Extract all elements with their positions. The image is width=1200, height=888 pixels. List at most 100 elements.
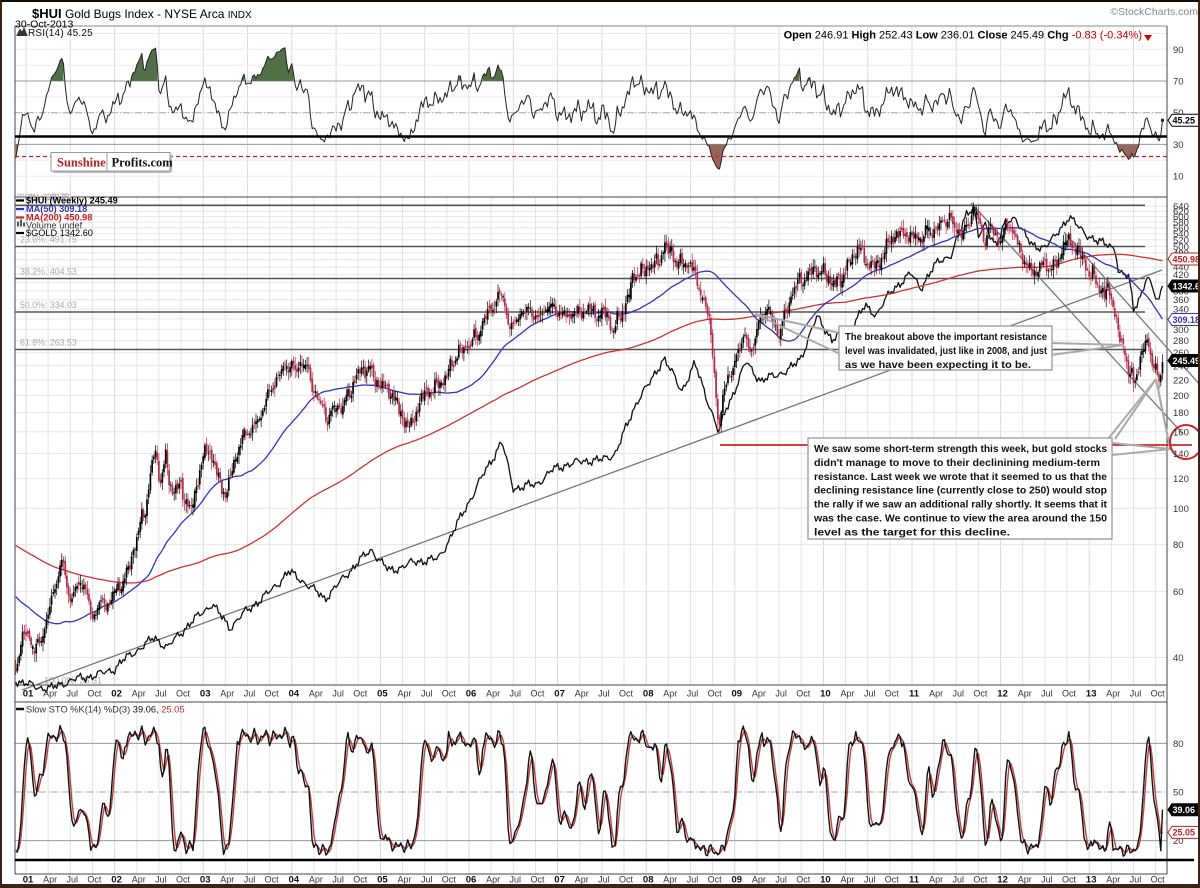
svg-text:Oct: Oct xyxy=(796,875,811,885)
svg-text:23.6%: 491.75: 23.6%: 491.75 xyxy=(20,235,77,245)
svg-text:500: 500 xyxy=(1173,242,1189,253)
svg-text:Jul: Jul xyxy=(244,875,256,885)
svg-text:220: 220 xyxy=(1173,375,1189,386)
svg-text:Oct: Oct xyxy=(973,875,988,885)
svg-text:Oct: Oct xyxy=(708,689,723,699)
svg-text:Volume undef: Volume undef xyxy=(26,221,83,231)
svg-text:Oct: Oct xyxy=(353,875,368,885)
svg-text:Oct: Oct xyxy=(265,689,280,699)
svg-text:Oct: Oct xyxy=(796,689,811,699)
svg-text:Jul: Jul xyxy=(510,689,522,699)
svg-text:70: 70 xyxy=(1173,77,1184,88)
svg-text:10: 10 xyxy=(820,875,831,885)
svg-text:Oct: Oct xyxy=(265,875,280,885)
svg-text:Jul: Jul xyxy=(244,689,256,699)
svg-text:Jul: Jul xyxy=(687,875,699,885)
svg-text:450.98: 450.98 xyxy=(1173,254,1199,264)
svg-text:Jul: Jul xyxy=(864,875,876,885)
svg-text:08: 08 xyxy=(643,689,654,700)
svg-text:Apr: Apr xyxy=(220,689,234,699)
svg-text:Oct: Oct xyxy=(619,689,634,699)
svg-text:Apr: Apr xyxy=(397,875,411,885)
svg-text:RSI(14) 45.25: RSI(14) 45.25 xyxy=(28,28,93,39)
svg-text:Oct: Oct xyxy=(1062,689,1077,699)
svg-text:Apr: Apr xyxy=(132,875,146,885)
svg-text:06: 06 xyxy=(466,875,477,885)
svg-text:08: 08 xyxy=(643,875,654,885)
svg-text:07: 07 xyxy=(554,875,565,885)
svg-text:Jul: Jul xyxy=(953,689,965,699)
svg-text:The breakout above the importa: The breakout above the important resista… xyxy=(845,332,1047,343)
svg-text:245.49: 245.49 xyxy=(1173,356,1199,366)
svg-text:01: 01 xyxy=(23,875,34,885)
svg-text:440: 440 xyxy=(1173,263,1189,274)
svg-text:©StockCharts.com: ©StockCharts.com xyxy=(1110,6,1198,18)
svg-text:Apr: Apr xyxy=(309,875,323,885)
svg-text:was the case. We continue to v: was the case. We continue to view the ar… xyxy=(813,514,1107,525)
svg-text:Apr: Apr xyxy=(309,689,323,699)
svg-text:280: 280 xyxy=(1173,336,1189,347)
svg-text:120: 120 xyxy=(1173,474,1189,485)
svg-text:Oct: Oct xyxy=(87,875,102,885)
svg-text:Jul: Jul xyxy=(1041,875,1053,885)
svg-text:50: 50 xyxy=(1173,108,1184,119)
svg-text:the rally if we saw an additio: the rally if we saw an additional rally … xyxy=(814,500,1108,511)
svg-text:38.2%: 404.53: 38.2%: 404.53 xyxy=(20,267,77,277)
svg-text:Jul: Jul xyxy=(1130,689,1142,699)
svg-text:640: 640 xyxy=(1173,202,1189,213)
svg-text:Jul: Jul xyxy=(598,875,610,885)
svg-text:Apr: Apr xyxy=(486,875,500,885)
svg-text:160: 160 xyxy=(1173,427,1189,438)
svg-text:11: 11 xyxy=(909,689,920,700)
svg-text:Apr: Apr xyxy=(1106,875,1120,885)
svg-text:03: 03 xyxy=(200,689,211,700)
svg-text:Apr: Apr xyxy=(840,689,854,699)
svg-text:50.0%: 334.03: 50.0%: 334.03 xyxy=(20,300,77,310)
svg-text:100.0%: 35.31: 100.0%: 35.31 xyxy=(44,676,102,686)
svg-text:Apr: Apr xyxy=(1018,875,1032,885)
svg-text:We saw some short-term strengt: We saw some short-term strength this wee… xyxy=(814,444,1107,455)
svg-text:Apr: Apr xyxy=(486,689,500,699)
svg-text:05: 05 xyxy=(377,875,388,885)
svg-text:Oct: Oct xyxy=(530,875,545,885)
svg-text:Oct: Oct xyxy=(442,875,457,885)
svg-text:Apr: Apr xyxy=(397,689,411,699)
svg-text:Apr: Apr xyxy=(575,689,589,699)
svg-text:Jul: Jul xyxy=(864,689,876,699)
svg-text:Jul: Jul xyxy=(332,689,344,699)
svg-text:25.05: 25.05 xyxy=(1173,828,1196,838)
svg-text:90: 90 xyxy=(1173,45,1184,56)
svg-text:0.0%: 638.75: 0.0%: 638.75 xyxy=(17,192,69,202)
svg-text:Apr: Apr xyxy=(663,689,677,699)
svg-text:Oct: Oct xyxy=(619,875,634,885)
svg-text:360: 360 xyxy=(1173,295,1189,306)
svg-text:as we have been expecting it t: as we have been expecting it to be. xyxy=(845,360,1031,371)
svg-text:level as the target for this d: level as the target for this decline. xyxy=(814,527,1010,538)
svg-text:Jul: Jul xyxy=(510,875,522,885)
svg-text:340: 340 xyxy=(1173,305,1189,316)
svg-text:Jul: Jul xyxy=(421,875,433,885)
svg-text:10: 10 xyxy=(1173,172,1184,183)
svg-text:09: 09 xyxy=(732,875,743,885)
svg-text:40: 40 xyxy=(1173,653,1184,664)
svg-text:Jul: Jul xyxy=(67,875,79,885)
svg-text:01: 01 xyxy=(23,689,34,700)
svg-text:$HUI Gold Bugs Index - NYSE Ar: $HUI Gold Bugs Index - NYSE Arca INDX xyxy=(32,6,252,21)
svg-text:Jul: Jul xyxy=(598,689,610,699)
svg-text:Sunshine: Sunshine xyxy=(57,156,106,170)
svg-text:180: 180 xyxy=(1173,408,1189,419)
svg-text:30-Oct-2013: 30-Oct-2013 xyxy=(15,19,74,31)
svg-text:10: 10 xyxy=(820,689,831,700)
svg-text:11: 11 xyxy=(909,875,920,885)
svg-text:560: 560 xyxy=(1173,223,1189,234)
svg-text:100: 100 xyxy=(1173,504,1189,515)
svg-text:06: 06 xyxy=(466,689,477,700)
svg-text:13: 13 xyxy=(1086,875,1097,885)
svg-text:0.0%: 638.75: 0.0%: 638.75 xyxy=(20,193,72,203)
svg-text:580: 580 xyxy=(1173,218,1189,229)
svg-text:Jul: Jul xyxy=(775,875,787,885)
svg-text:Oct: Oct xyxy=(176,875,191,885)
svg-text:30: 30 xyxy=(1173,140,1184,151)
svg-text:Apr: Apr xyxy=(929,875,943,885)
svg-text:200: 200 xyxy=(1173,391,1189,402)
